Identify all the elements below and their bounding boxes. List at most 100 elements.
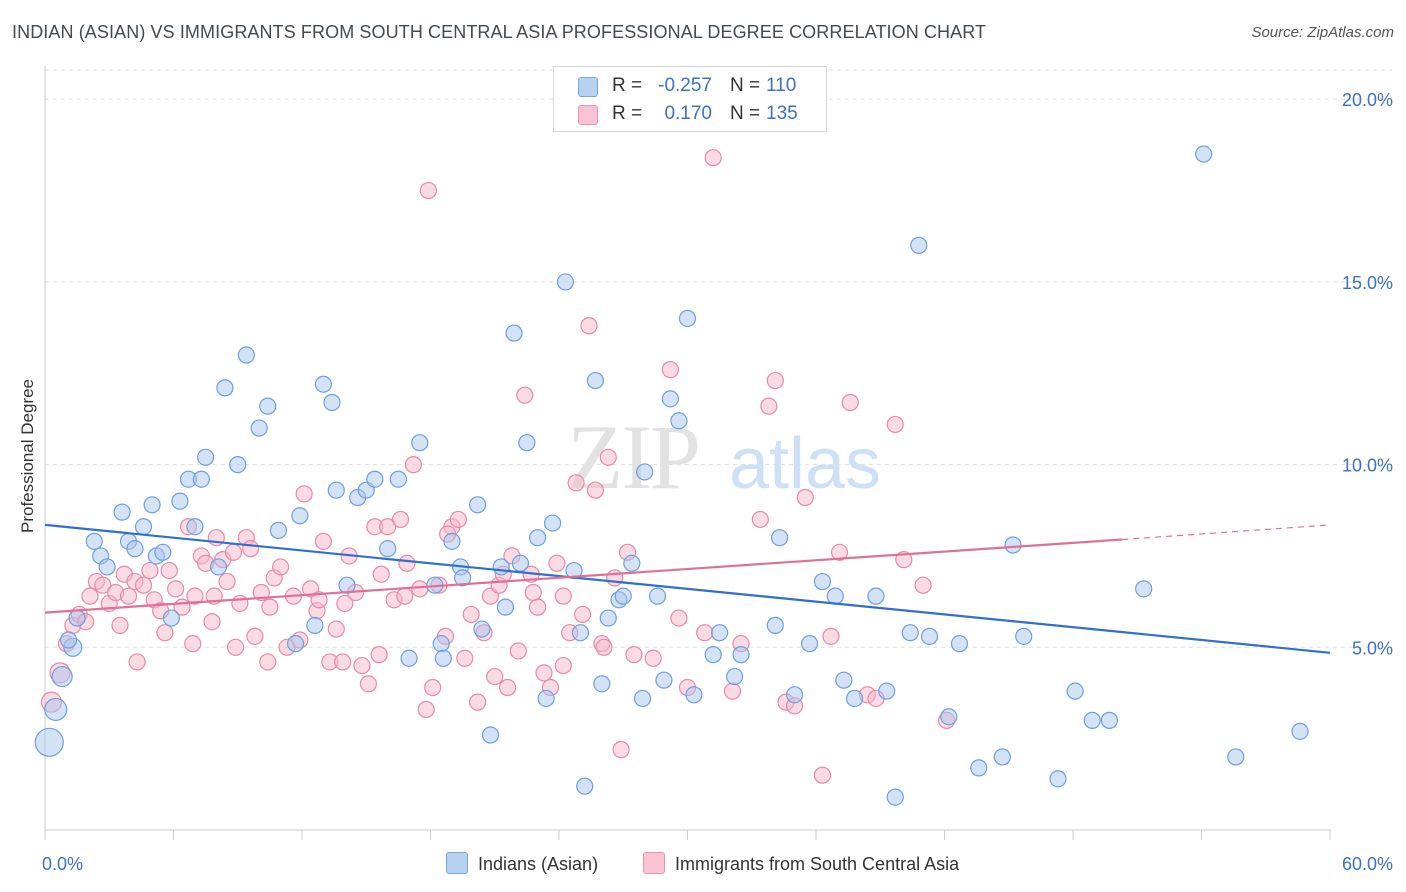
immigrants-point — [704, 149, 722, 167]
indians-point — [867, 587, 885, 605]
immigrants-point — [396, 587, 414, 605]
indians-point — [269, 521, 288, 539]
immigrants-point — [81, 587, 99, 605]
immigrants-point — [134, 576, 153, 594]
indians-point — [800, 635, 819, 653]
immigrants-point — [567, 474, 585, 492]
immigrants-point — [449, 510, 467, 529]
indians-point — [845, 689, 864, 708]
indians-point — [571, 624, 590, 642]
immigrants-point — [612, 741, 630, 759]
immigrants-point — [167, 580, 185, 598]
indians-point — [237, 346, 255, 364]
chart-title: INDIAN (ASIAN) VS IMMIGRANTS FROM SOUTH … — [12, 22, 987, 42]
immigrants-point — [580, 317, 598, 335]
immigrants-trend-line — [44, 538, 1123, 614]
correlation-legend: R = -0.257 N = 110 R = 0.170 N = 135 — [553, 66, 827, 132]
indians-point — [711, 624, 729, 642]
immigrants-point — [227, 638, 245, 656]
indians-point — [496, 598, 515, 616]
immigrants-point — [295, 485, 313, 503]
immigrants-point — [606, 569, 624, 587]
legend-n-value: 135 — [766, 103, 798, 124]
immigrants-point — [830, 543, 849, 561]
indians-point — [813, 572, 832, 591]
immigrants-point — [456, 649, 474, 667]
immigrants-point — [644, 649, 662, 667]
immigrants-point — [336, 594, 354, 613]
immigrants-point — [554, 656, 572, 675]
legend-swatch-pink — [578, 105, 598, 125]
indians-point — [306, 616, 324, 634]
immigrants-point — [261, 598, 279, 616]
immigrants-point — [184, 635, 202, 653]
immigrants-point — [766, 371, 784, 390]
indians-point — [197, 448, 215, 466]
immigrants-point — [391, 510, 410, 529]
indians-point — [586, 371, 605, 390]
immigrants-point — [751, 510, 769, 529]
indians-point — [678, 309, 697, 328]
indians-point — [826, 587, 844, 605]
indians-point — [454, 569, 472, 587]
immigrants-point — [404, 456, 422, 474]
indians-point — [59, 631, 78, 649]
indians-point — [593, 675, 611, 693]
y-axis-label: Professional Degree — [18, 378, 37, 534]
indians-point — [785, 686, 804, 704]
indians-point — [1083, 711, 1101, 729]
indians-point — [633, 689, 652, 708]
immigrants-point — [160, 561, 178, 580]
immigrants-point — [128, 653, 146, 671]
indians-point — [98, 558, 116, 576]
indians-point — [886, 788, 904, 806]
indians-point — [34, 727, 64, 757]
indians-point — [481, 726, 500, 744]
immigrants-point — [411, 580, 429, 598]
indians-point — [286, 635, 305, 653]
immigrants-point — [760, 397, 778, 415]
indians-point — [940, 708, 958, 726]
immigrants-point — [310, 591, 328, 609]
indians-point — [636, 463, 654, 481]
immigrants-point — [424, 678, 442, 697]
immigrants-point — [252, 583, 270, 602]
indians-trend-line — [44, 523, 1331, 654]
immigrants-point — [599, 448, 617, 466]
trend-lines — [44, 523, 1331, 654]
immigrants-point — [242, 540, 260, 558]
indians-point — [134, 518, 153, 536]
indians-point — [1195, 145, 1213, 163]
indians-point — [85, 532, 103, 550]
indians-point — [469, 496, 487, 514]
immigrants-point — [419, 181, 437, 200]
immigrants-point — [661, 361, 679, 379]
immigrants-point — [670, 609, 688, 627]
immigrants-point — [94, 576, 112, 594]
immigrants-point — [573, 605, 592, 624]
legend-swatch-blue — [578, 77, 598, 97]
indians-point — [68, 609, 86, 627]
indians-point — [1066, 682, 1084, 700]
indians-point — [216, 379, 234, 397]
indians-point — [614, 587, 632, 605]
indians-point — [1135, 580, 1153, 598]
immigrants-point — [314, 532, 333, 550]
legend-n-label: N = — [730, 103, 761, 124]
immigrants-point — [696, 624, 714, 642]
y-tick-label: 15.0% — [1342, 273, 1393, 293]
indians-point — [993, 748, 1011, 766]
indians-point — [1049, 770, 1067, 788]
immigrants-point — [359, 675, 377, 693]
indians-point — [920, 627, 939, 645]
immigrants-point — [271, 558, 290, 576]
immigrants-point — [353, 656, 371, 675]
immigrants-point — [499, 678, 517, 697]
bottom-legend-indians: Indians (Asian) — [446, 852, 598, 875]
indians-point — [1015, 627, 1033, 645]
indians-point — [1227, 748, 1245, 766]
indians-point — [291, 507, 309, 525]
indians-point — [770, 529, 789, 547]
immigrants-point — [398, 554, 416, 572]
